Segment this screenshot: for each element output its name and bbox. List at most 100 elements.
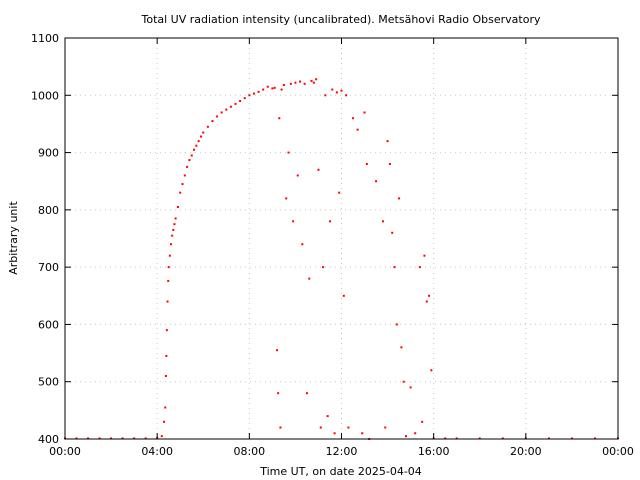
- data-point: [428, 294, 431, 297]
- data-point: [172, 228, 175, 231]
- data-point: [347, 426, 350, 429]
- data-point: [444, 437, 447, 440]
- data-point: [384, 426, 387, 429]
- data-point: [593, 437, 596, 440]
- data-point: [331, 88, 334, 91]
- data-point: [195, 144, 198, 147]
- data-point: [430, 369, 433, 372]
- data-point: [199, 135, 202, 138]
- data-point: [285, 197, 288, 200]
- data-point: [211, 120, 214, 123]
- data-point: [183, 174, 186, 177]
- data-point: [296, 174, 299, 177]
- y-tick-label: 800: [38, 204, 59, 217]
- data-point: [405, 435, 408, 438]
- data-point: [402, 380, 405, 383]
- data-point: [322, 266, 325, 269]
- data-points: [64, 78, 619, 440]
- data-point: [423, 254, 426, 257]
- data-point: [326, 415, 329, 418]
- data-point: [356, 128, 359, 131]
- data-point: [324, 94, 327, 97]
- data-point: [216, 115, 219, 118]
- data-point: [75, 437, 78, 440]
- data-point: [179, 191, 182, 194]
- data-point: [478, 437, 481, 440]
- data-point: [501, 437, 504, 440]
- data-point: [173, 223, 176, 226]
- data-point: [234, 102, 237, 105]
- data-point: [455, 437, 458, 440]
- data-point: [391, 231, 394, 234]
- data-point: [262, 88, 265, 91]
- data-point: [292, 220, 295, 223]
- data-point: [197, 140, 200, 143]
- data-point: [317, 168, 320, 171]
- x-tick-label: 00:00: [602, 445, 634, 458]
- data-point: [345, 94, 348, 97]
- data-point: [287, 151, 290, 154]
- data-point: [352, 117, 355, 120]
- data-point: [395, 323, 398, 326]
- data-point: [570, 437, 573, 440]
- data-point: [278, 117, 281, 120]
- x-tick-label: 12:00: [326, 445, 358, 458]
- data-point: [305, 392, 308, 395]
- data-point: [398, 197, 401, 200]
- data-point: [301, 243, 304, 246]
- data-point: [361, 432, 364, 435]
- data-point: [225, 108, 228, 111]
- data-point: [282, 83, 285, 86]
- data-point: [375, 180, 378, 183]
- y-tick-label: 1000: [31, 89, 59, 102]
- data-point: [266, 85, 269, 88]
- data-point: [294, 81, 297, 84]
- y-tick-label: 600: [38, 318, 59, 331]
- data-point: [425, 300, 428, 303]
- data-point: [381, 220, 384, 223]
- x-tick-label: 20:00: [510, 445, 542, 458]
- data-point: [252, 92, 255, 95]
- x-tick-label: 08:00: [233, 445, 265, 458]
- data-point: [168, 254, 171, 257]
- data-point: [186, 165, 189, 168]
- data-point: [275, 349, 278, 352]
- y-tick-label: 700: [38, 261, 59, 274]
- data-point: [303, 82, 306, 85]
- data-point: [308, 277, 311, 280]
- data-point: [365, 163, 368, 166]
- y-tick-label: 500: [38, 376, 59, 389]
- x-tick-label: 16:00: [418, 445, 450, 458]
- data-point: [188, 159, 191, 162]
- data-point: [202, 131, 205, 134]
- data-point: [273, 86, 276, 89]
- data-point: [174, 217, 177, 220]
- data-point: [338, 191, 341, 194]
- data-point: [164, 374, 167, 377]
- data-point: [363, 111, 366, 114]
- data-point: [167, 266, 170, 269]
- data-point: [340, 89, 343, 92]
- data-point: [547, 437, 550, 440]
- data-point: [335, 91, 338, 94]
- y-tick-label: 400: [38, 433, 59, 446]
- data-point: [167, 279, 170, 282]
- data-point: [279, 426, 282, 429]
- data-point: [193, 148, 196, 151]
- data-point: [386, 140, 389, 143]
- data-point: [328, 220, 331, 223]
- chart-title: Total UV radiation intensity (uncalibrat…: [141, 13, 541, 26]
- data-point: [388, 163, 391, 166]
- data-point: [165, 354, 168, 357]
- x-tick-label: 00:00: [49, 445, 81, 458]
- grid-layer: [65, 38, 618, 439]
- data-point: [171, 234, 174, 237]
- data-point: [409, 386, 412, 389]
- data-point: [239, 100, 242, 103]
- data-point: [414, 432, 417, 435]
- data-point: [220, 111, 223, 114]
- y-tick-label: 1100: [31, 32, 59, 45]
- data-point: [243, 97, 246, 100]
- data-point: [160, 435, 163, 438]
